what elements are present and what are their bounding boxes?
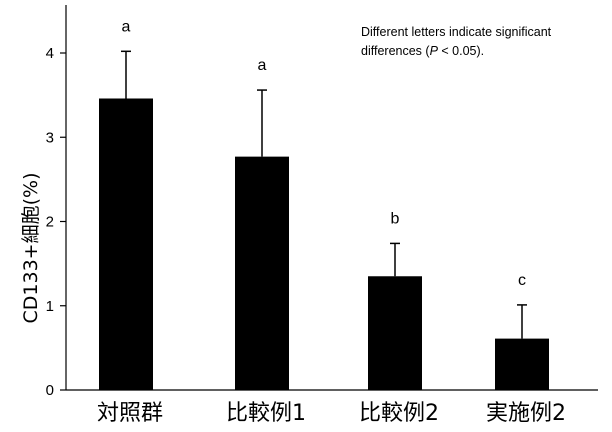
category-label: 比較例2: [359, 401, 439, 426]
significance-letter: b: [391, 210, 400, 227]
y-tick-label: 2: [46, 214, 54, 231]
category-labels: 対照群 比較例1 比較例2 実施例2: [97, 401, 566, 426]
bar: [368, 276, 422, 390]
significance-note: Different letters indicate significant d…: [361, 25, 552, 58]
bar: [495, 339, 549, 390]
bar: [235, 157, 289, 390]
y-tick-label: 0: [46, 382, 54, 399]
y-tick-label: 4: [46, 45, 54, 62]
bar: [99, 98, 153, 390]
category-label: 対照群: [97, 401, 163, 426]
note-line-1: Different letters indicate significant: [361, 25, 552, 39]
note-line-2-suffix: < 0.05).: [438, 44, 484, 58]
y-axis-label: CD133+細胞(%): [20, 173, 42, 324]
y-ticks: 0 1 2 3 4: [46, 45, 66, 399]
y-tick-label: 3: [46, 129, 54, 146]
category-label: 実施例2: [486, 401, 566, 426]
significance-letter: a: [258, 57, 267, 74]
category-label: 比較例1: [226, 401, 306, 426]
y-tick-label: 1: [46, 298, 54, 315]
note-line-2: differences (P < 0.05).: [361, 44, 484, 58]
bars: a a b c: [99, 18, 549, 390]
significance-letter: a: [122, 18, 131, 35]
significance-letter: c: [518, 272, 526, 289]
note-line-2-prefix: differences (: [361, 44, 430, 58]
